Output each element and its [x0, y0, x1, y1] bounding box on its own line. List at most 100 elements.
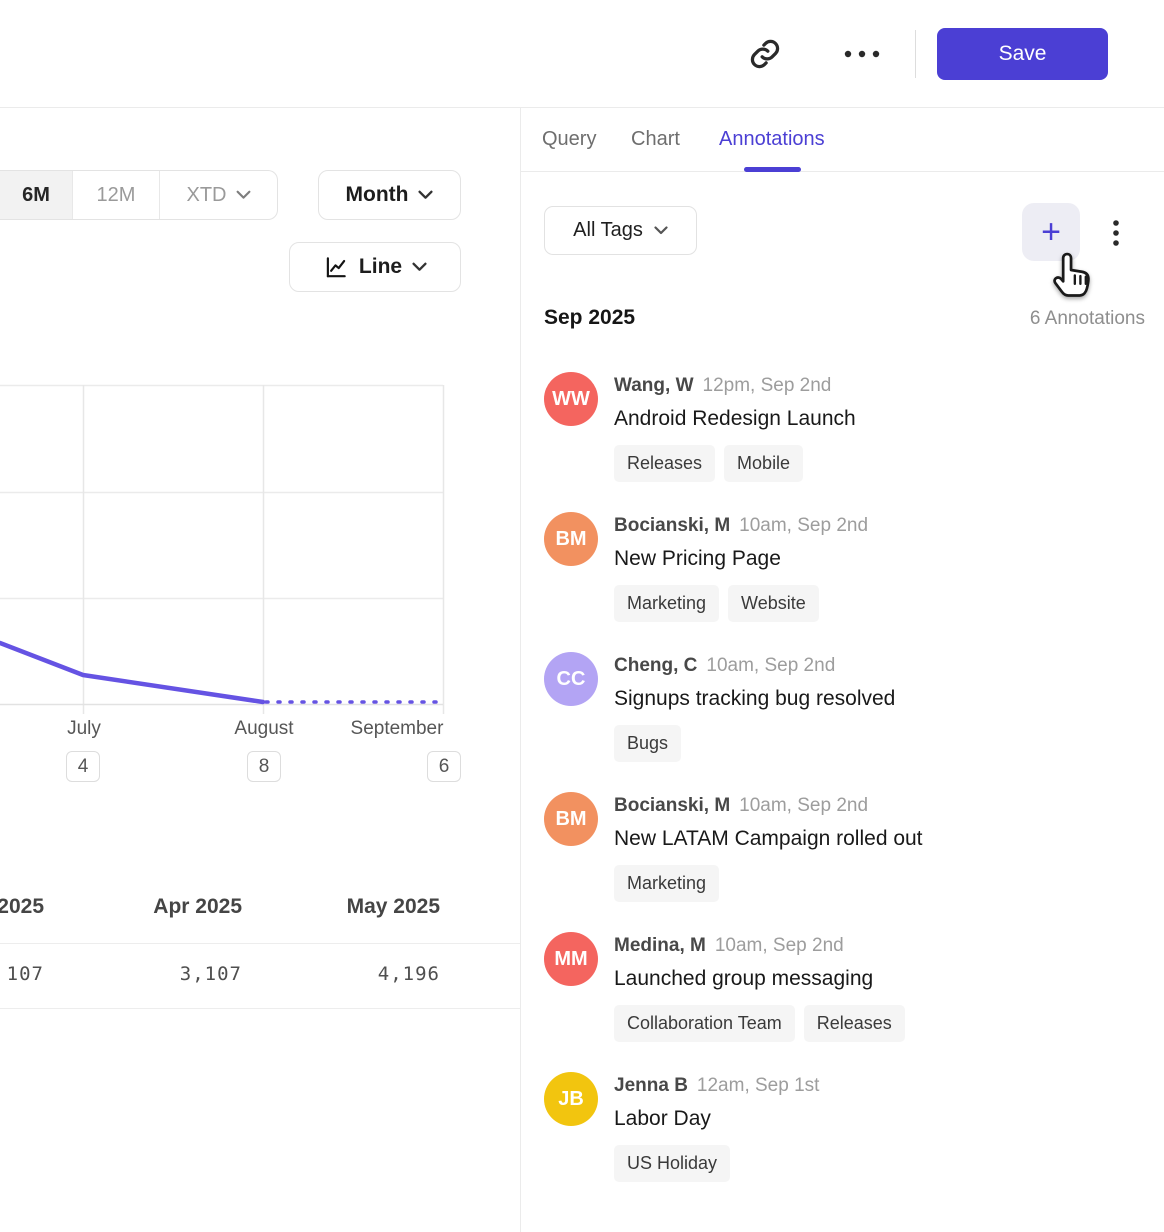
granularity-dropdown[interactable]: Month: [318, 170, 461, 220]
annotation-header: Wang, W 12pm, Sep 2nd: [614, 373, 856, 398]
x-tick-label: July: [67, 718, 101, 739]
author-name: Bocianski, M: [614, 515, 731, 536]
annotation-title: Signups tracking bug resolved: [614, 687, 896, 710]
x-tick-label: August: [234, 718, 294, 739]
tag-filter-label: All Tags: [573, 219, 643, 241]
chart-section: 6M 12M XTD Month Line: [0, 108, 520, 1232]
panel-tabs: Query Chart Annotations: [521, 108, 1164, 172]
annotation-item[interactable]: CC Cheng, C 10am, Sep 2nd Signups trackin…: [544, 652, 1145, 762]
annotation-header: Medina, M 10am, Sep 2nd: [614, 933, 905, 958]
timestamp: 12am, Sep 1st: [696, 1075, 820, 1096]
date-range-segmented-control: 6M 12M XTD: [0, 170, 278, 220]
tab-query[interactable]: Query: [542, 128, 597, 150]
tag-pill[interactable]: US Holiday: [614, 1145, 731, 1182]
annotation-body: Cheng, C 10am, Sep 2nd Signups tracking b…: [614, 652, 895, 762]
table-divider: [0, 1008, 520, 1009]
avatar: BM: [544, 512, 598, 566]
chart-type-dropdown[interactable]: Line: [289, 242, 461, 292]
annotation-tags: Releases Mobile: [614, 445, 856, 482]
timestamp: 12pm, Sep 2nd: [702, 375, 832, 396]
tag-pill[interactable]: Marketing: [614, 585, 720, 622]
tab-annotations[interactable]: Annotations: [719, 128, 825, 150]
timestamp: 10am, Sep 2nd: [739, 795, 869, 816]
annotation-item[interactable]: BM Bocianski, M 10am, Sep 2nd New LATAM C…: [544, 792, 1145, 902]
top-header: Save: [0, 0, 1164, 108]
avatar: BM: [544, 792, 598, 846]
annotation-item[interactable]: BM Bocianski, M 10am, Sep 2nd New Pricing…: [544, 512, 1145, 622]
range-option-6m[interactable]: 6M: [0, 171, 73, 219]
tag-filter-dropdown[interactable]: All Tags: [544, 206, 697, 255]
more-horizontal-icon: [844, 50, 880, 58]
annotation-header: Bocianski, M 10am, Sep 2nd: [614, 793, 923, 818]
annotation-item[interactable]: WW Wang, W 12pm, Sep 2nd Android Redesign…: [544, 372, 1145, 482]
annotation-body: Jenna B 12am, Sep 1st Labor Day US Holida…: [614, 1072, 819, 1182]
range-option-12m[interactable]: 12M: [73, 171, 160, 219]
annotation-title: New Pricing Page: [614, 547, 781, 570]
copy-link-button[interactable]: [744, 33, 786, 75]
annotation-title: Labor Day: [614, 1107, 711, 1130]
annotation-tags: Marketing: [614, 865, 923, 902]
line-chart-icon: [326, 257, 346, 278]
annotation-tags: US Holiday: [614, 1145, 819, 1182]
range-option-xtd[interactable]: XTD: [160, 171, 277, 219]
author-name: Wang, W: [614, 375, 694, 396]
chart-type-label: Line: [358, 255, 403, 278]
tag-pill[interactable]: Collaboration Team: [614, 1005, 795, 1042]
author-name: Medina, M: [614, 935, 706, 956]
timestamp: 10am, Sep 2nd: [714, 935, 844, 956]
annotation-header: Bocianski, M 10am, Sep 2nd: [614, 513, 868, 538]
annotation-body: Bocianski, M 10am, Sep 2nd New Pricing Pa…: [614, 512, 868, 622]
table-cell-value: 4,196: [377, 963, 440, 985]
annotation-header: Cheng, C 10am, Sep 2nd: [614, 653, 895, 678]
avatar: WW: [544, 372, 598, 426]
annotation-item[interactable]: JB Jenna B 12am, Sep 1st Labor Day US Hol…: [544, 1072, 1145, 1182]
tag-pill[interactable]: Marketing: [614, 865, 720, 902]
header-divider: [915, 30, 916, 78]
table-column-header: May 2025: [346, 895, 440, 918]
tag-pill[interactable]: Bugs: [614, 725, 682, 762]
annotation-title: New LATAM Campaign rolled out: [614, 827, 923, 850]
tag-pill[interactable]: Website: [728, 585, 819, 622]
table-column-header: Apr 2025: [153, 895, 242, 918]
line-series-actual: [0, 640, 266, 705]
author-name: Cheng, C: [614, 655, 698, 676]
annotation-item[interactable]: MM Medina, M 10am, Sep 2nd Launched group…: [544, 932, 1145, 1042]
annotation-tags: Bugs: [614, 725, 895, 762]
tag-pill[interactable]: Releases: [614, 445, 716, 482]
tag-pill[interactable]: Mobile: [724, 445, 804, 482]
annotation-title: Launched group messaging: [614, 967, 874, 990]
active-tab-underline: [744, 167, 801, 172]
month-annotation-count-badge[interactable]: 6: [427, 751, 461, 782]
month-annotation-count-badge[interactable]: 4: [66, 751, 100, 782]
annotation-header: Jenna B 12am, Sep 1st: [614, 1073, 819, 1098]
table-column-header: 2025: [0, 895, 44, 918]
line-chart-plot[interactable]: [0, 380, 520, 720]
add-annotation-button[interactable]: +: [1022, 203, 1080, 261]
group-month-header: Sep 2025: [544, 306, 636, 329]
save-button[interactable]: Save: [937, 28, 1108, 80]
more-vertical-icon: [1113, 220, 1119, 246]
group-annotation-count: 6 Annotations: [1029, 308, 1145, 329]
month-annotation-count-badge[interactable]: 8: [247, 751, 281, 782]
annotations-menu-button[interactable]: [1103, 213, 1129, 253]
more-options-button[interactable]: [838, 33, 886, 75]
annotation-tags: Marketing Website: [614, 585, 868, 622]
table-cell-value: 107: [6, 963, 44, 985]
chevron-down-icon: [412, 262, 427, 271]
chevron-down-icon: [418, 190, 434, 199]
link-icon: [750, 39, 780, 69]
chevron-down-icon: [236, 190, 250, 199]
table-divider: [0, 943, 520, 944]
table-cell-value: 3,107: [179, 963, 242, 985]
x-tick-label: September: [350, 718, 444, 739]
timestamp: 10am, Sep 2nd: [706, 655, 836, 676]
timestamp: 10am, Sep 2nd: [739, 515, 869, 536]
annotation-tags: Collaboration Team Releases: [614, 1005, 905, 1042]
annotation-title: Android Redesign Launch: [614, 407, 856, 430]
annotations-panel: Query Chart Annotations All Tags + Sep 2…: [520, 108, 1164, 1232]
tag-pill[interactable]: Releases: [803, 1005, 905, 1042]
annotation-body: Medina, M 10am, Sep 2nd Launched group me…: [614, 932, 905, 1042]
annotation-group-header-row: Sep 2025 6 Annotations: [544, 306, 1145, 330]
tab-chart[interactable]: Chart: [631, 128, 680, 150]
